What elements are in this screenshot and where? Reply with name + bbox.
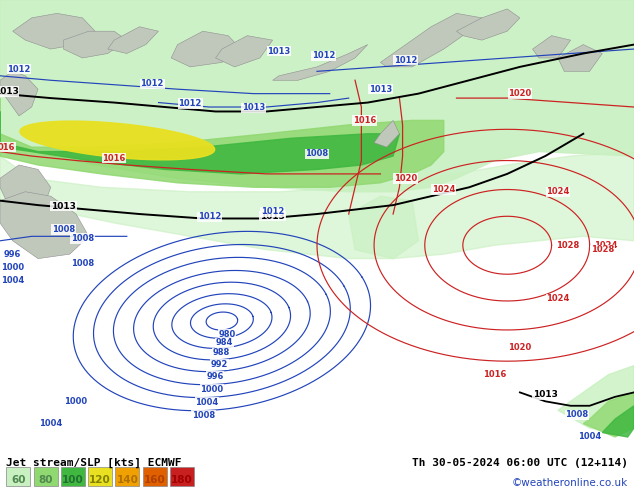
Text: 1004: 1004 <box>1 276 24 285</box>
Text: 1004: 1004 <box>39 419 62 428</box>
Text: 1008: 1008 <box>191 411 215 420</box>
Polygon shape <box>380 13 482 67</box>
Text: 180: 180 <box>171 475 193 485</box>
Text: 1012: 1012 <box>394 56 417 65</box>
Polygon shape <box>0 165 51 214</box>
Polygon shape <box>374 121 399 147</box>
Polygon shape <box>602 406 634 437</box>
Text: 1008: 1008 <box>52 225 75 234</box>
Text: 80: 80 <box>39 475 53 485</box>
Text: 1028: 1028 <box>556 241 579 250</box>
Text: 1004: 1004 <box>578 433 601 441</box>
Text: 016: 016 <box>0 143 15 151</box>
Polygon shape <box>349 196 418 259</box>
Text: 980: 980 <box>218 330 236 339</box>
Polygon shape <box>0 98 444 187</box>
Bar <box>61 466 85 487</box>
Text: 1020: 1020 <box>508 343 531 352</box>
Text: 1012: 1012 <box>8 65 30 74</box>
Polygon shape <box>533 36 571 58</box>
Bar <box>170 466 194 487</box>
Text: 1024: 1024 <box>594 241 617 250</box>
Text: 1012: 1012 <box>198 212 221 221</box>
Text: 1012: 1012 <box>141 79 164 88</box>
Polygon shape <box>63 31 127 58</box>
Text: 1013: 1013 <box>369 85 392 94</box>
Text: 1000: 1000 <box>200 385 224 393</box>
Text: 988: 988 <box>213 348 230 357</box>
Text: 1024: 1024 <box>547 187 569 196</box>
Polygon shape <box>216 36 273 67</box>
Text: 160: 160 <box>144 475 165 485</box>
Bar <box>88 466 112 487</box>
Polygon shape <box>13 13 95 49</box>
Text: 1013: 1013 <box>242 103 265 112</box>
Text: 1012: 1012 <box>312 51 335 60</box>
Text: 1012: 1012 <box>179 99 202 108</box>
Polygon shape <box>273 45 368 80</box>
Text: 1020: 1020 <box>508 89 531 98</box>
Text: 996: 996 <box>206 371 224 381</box>
Text: 1016: 1016 <box>483 370 506 379</box>
Bar <box>143 466 167 487</box>
Text: 1016: 1016 <box>353 116 376 125</box>
Text: 1024: 1024 <box>547 294 569 303</box>
Polygon shape <box>456 9 520 40</box>
Polygon shape <box>20 121 215 160</box>
Text: 1013: 1013 <box>533 390 558 399</box>
Polygon shape <box>583 392 634 437</box>
Text: 100: 100 <box>62 475 84 485</box>
Text: 1008: 1008 <box>566 410 588 419</box>
Text: 1024: 1024 <box>432 185 455 194</box>
Text: 60: 60 <box>11 475 25 485</box>
Polygon shape <box>171 31 241 67</box>
Text: 1013: 1013 <box>0 87 19 96</box>
Bar <box>34 466 58 487</box>
Text: 1020: 1020 <box>394 174 417 183</box>
Polygon shape <box>558 45 602 72</box>
Polygon shape <box>558 366 634 433</box>
Text: 1016: 1016 <box>103 154 126 163</box>
Polygon shape <box>0 143 634 259</box>
Text: 1013: 1013 <box>51 201 76 211</box>
Text: 992: 992 <box>210 360 228 369</box>
Text: 1013: 1013 <box>268 47 290 56</box>
Text: 1013: 1013 <box>260 212 285 221</box>
Text: 1008: 1008 <box>71 259 94 268</box>
Text: 1028: 1028 <box>591 245 614 254</box>
Text: 120: 120 <box>89 475 111 485</box>
Polygon shape <box>0 112 399 174</box>
Polygon shape <box>108 27 158 53</box>
Text: 1000: 1000 <box>65 397 87 406</box>
Text: Jet stream/SLP [kts] ECMWF: Jet stream/SLP [kts] ECMWF <box>6 458 182 468</box>
Polygon shape <box>0 72 38 116</box>
Text: Th 30-05-2024 06:00 UTC (12+114): Th 30-05-2024 06:00 UTC (12+114) <box>411 458 628 468</box>
Text: 1012: 1012 <box>261 207 284 216</box>
Bar <box>6 466 30 487</box>
Text: 1000: 1000 <box>1 263 24 272</box>
Text: 1004: 1004 <box>195 397 219 407</box>
Text: 1008: 1008 <box>71 234 94 243</box>
Text: ©weatheronline.co.uk: ©weatheronline.co.uk <box>512 478 628 488</box>
Polygon shape <box>0 192 89 259</box>
Bar <box>115 466 139 487</box>
Text: 140: 140 <box>117 475 138 485</box>
Polygon shape <box>0 0 634 192</box>
Text: 1008: 1008 <box>306 149 328 158</box>
Text: 996: 996 <box>4 250 22 259</box>
Text: 984: 984 <box>216 338 233 347</box>
